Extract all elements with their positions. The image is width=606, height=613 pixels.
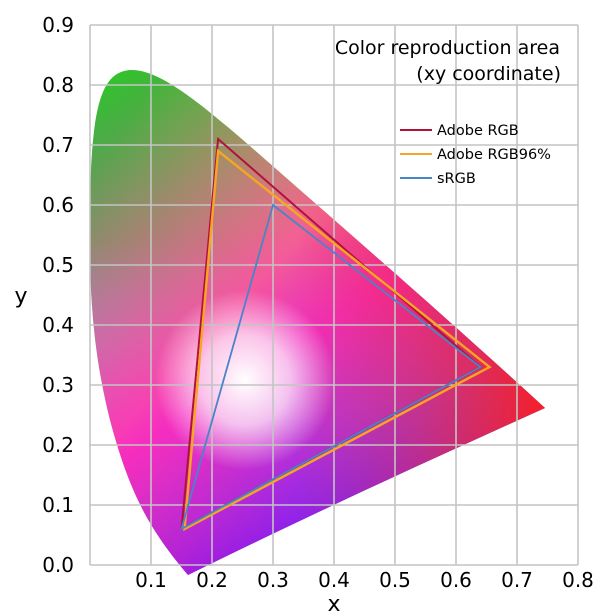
x-tick-label: 0.3 (257, 568, 289, 592)
y-tick-label: 0.0 (42, 553, 74, 577)
y-tick-label: 0.3 (42, 373, 74, 397)
chart-title-line-2: (xy coordinate) (416, 63, 561, 85)
y-axis-ticks: 0.0 0.1 0.2 0.3 0.4 0.5 0.6 0.7 0.8 0.9 (42, 13, 74, 577)
x-axis-label: x (327, 592, 340, 613)
chart-grid (89, 24, 579, 566)
legend-label: Adobe RGB96% (437, 147, 551, 163)
x-axis-ticks: 0.1 0.2 0.3 0.4 0.5 0.6 0.7 0.8 (135, 568, 594, 592)
y-tick-label: 0.5 (42, 253, 74, 277)
y-tick-label: 0.7 (42, 133, 74, 157)
x-tick-label: 0.2 (196, 568, 228, 592)
y-tick-label: 0.2 (42, 433, 74, 457)
y-axis-label: y (14, 284, 27, 309)
y-tick-label: 0.1 (42, 493, 74, 517)
legend-label: Adobe RGB (437, 123, 519, 139)
y-tick-label: 0.6 (42, 193, 74, 217)
x-tick-label: 0.8 (562, 568, 594, 592)
series-triangle (180, 203, 483, 531)
x-tick-label: 0.4 (318, 568, 350, 592)
series-triangle (183, 148, 492, 532)
x-tick-label: 0.6 (440, 568, 472, 592)
x-tick-label: 0.7 (501, 568, 533, 592)
chart-title-line-1: Color reproduction area (335, 37, 560, 59)
y-tick-label: 0.4 (42, 313, 74, 337)
x-tick-label: 0.1 (135, 568, 167, 592)
legend: Adobe RGB Adobe RGB96% sRGB (400, 123, 551, 187)
legend-label: sRGB (437, 171, 476, 187)
y-tick-label: 0.8 (42, 73, 74, 97)
x-tick-label: 0.5 (379, 568, 411, 592)
y-tick-label: 0.9 (42, 13, 74, 37)
gamut-triangles (180, 136, 492, 532)
